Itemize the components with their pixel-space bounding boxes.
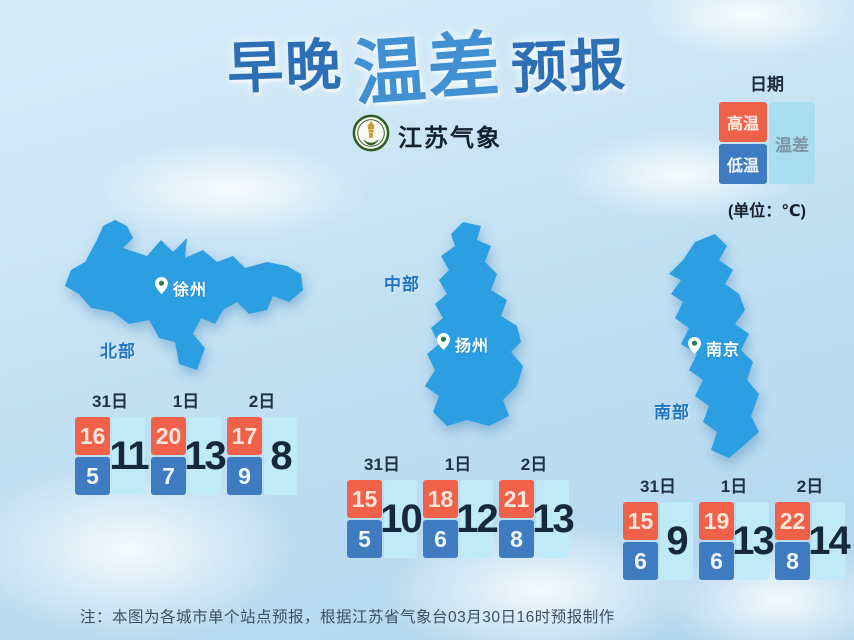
map-central-region (425, 222, 523, 426)
forecast-table-yangzhou: 31日 1日 2日 15 5 10 18 6 12 21 (347, 450, 575, 558)
forecast-table-xuzhou: 31日 1日 2日 16 5 11 20 7 13 17 (75, 387, 297, 495)
location-pin-icon (155, 277, 168, 299)
high-temp-value: 19 (699, 502, 734, 540)
footnote: 注：本图为各城市单个站点预报，根据江苏省气象台03月30日16时预报制作 (80, 609, 615, 626)
high-temp-value: 21 (499, 480, 534, 518)
temp-diff-value: 11 (109, 417, 150, 495)
city-name: 扬州 (455, 338, 490, 355)
date-header: 31日 (364, 455, 400, 474)
day-forecast-cell: 18 6 12 (423, 480, 499, 558)
high-temp-value: 15 (623, 502, 658, 540)
jiangsu-meteorology-emblem-icon (352, 114, 390, 157)
temp-diff-value: 13 (532, 480, 575, 558)
city-marker-xuzhou: 徐州 (155, 276, 207, 300)
city-name: 南京 (706, 342, 741, 359)
low-temp-value: 5 (347, 520, 382, 558)
low-temp-value: 6 (423, 520, 458, 558)
low-temp-value: 6 (699, 542, 734, 580)
title-part-forecast: 预报 (510, 32, 629, 100)
table-date-headers: 31日 1日 2日 (347, 450, 569, 475)
temp-diff-value: 13 (184, 417, 227, 495)
legend-high-swatch: 高温 (719, 102, 767, 142)
date-header: 1日 (444, 455, 472, 474)
legend-diff-swatch: 温差 (769, 102, 815, 184)
date-header: 31日 (92, 392, 128, 411)
date-header: 2日 (796, 477, 824, 496)
map-south-region (669, 234, 759, 458)
forecast-table-nanjing: 31日 1日 2日 15 6 9 19 6 13 22 (623, 472, 851, 580)
city-marker-nanjing: 南京 (688, 336, 740, 360)
legend-unit-label: (单位：℃) (727, 203, 807, 220)
high-temp-value: 16 (75, 417, 110, 455)
table-date-headers: 31日 1日 2日 (623, 472, 845, 497)
location-pin-icon (688, 337, 701, 359)
day-forecast-cell: 16 5 11 (75, 417, 150, 495)
day-forecast-cell: 20 7 13 (151, 417, 227, 495)
city-marker-yangzhou: 扬州 (437, 332, 489, 356)
brand-name: 江苏气象 (398, 124, 502, 152)
legend-swatches: 高温 低温 温差 (706, 102, 828, 184)
temp-diff-value: 10 (380, 480, 423, 558)
low-temp-value: 8 (775, 542, 810, 580)
location-pin-icon (437, 333, 450, 355)
legend-date-label: 日期 (750, 75, 784, 94)
high-temp-value: 20 (151, 417, 186, 455)
day-forecast-cell: 21 8 13 (499, 480, 575, 558)
title-part-temp-difference: 温差 (350, 24, 505, 115)
brand-logo: 江苏气象 (0, 112, 854, 158)
low-temp-value: 6 (623, 542, 658, 580)
high-temp-value: 17 (227, 417, 262, 455)
city-name: 徐州 (173, 282, 208, 299)
high-temp-value: 22 (775, 502, 810, 540)
date-header: 1日 (172, 392, 200, 411)
region-label-south: 南部 (654, 403, 690, 422)
map-north-region (65, 220, 303, 370)
day-forecast-cell: 17 9 8 (227, 417, 297, 495)
date-header: 1日 (720, 477, 748, 496)
temp-diff-value: 8 (264, 417, 297, 495)
temp-diff-value: 12 (456, 480, 499, 558)
low-temp-value: 9 (227, 457, 262, 495)
day-forecast-cell: 15 6 9 (623, 502, 693, 580)
low-temp-value: 5 (75, 457, 110, 495)
high-temp-value: 15 (347, 480, 382, 518)
date-header: 2日 (520, 455, 548, 474)
region-label-north: 北部 (100, 342, 136, 361)
region-label-central: 中部 (384, 275, 420, 294)
date-header: 31日 (640, 477, 676, 496)
legend-low-swatch: 低温 (719, 144, 767, 184)
day-forecast-cell: 19 6 13 (699, 502, 775, 580)
low-temp-value: 7 (151, 457, 186, 495)
table-date-headers: 31日 1日 2日 (75, 387, 297, 412)
temp-diff-value: 13 (732, 502, 775, 580)
day-forecast-cell: 22 8 14 (775, 502, 851, 580)
low-temp-value: 8 (499, 520, 534, 558)
high-temp-value: 18 (423, 480, 458, 518)
date-header: 2日 (248, 392, 276, 411)
legend: 日期 高温 低温 温差 (单位：℃) (706, 70, 828, 221)
temp-diff-value: 9 (660, 502, 693, 580)
temp-diff-value: 14 (808, 502, 851, 580)
title-part-morning-evening: 早晚 (226, 32, 345, 100)
day-forecast-cell: 15 5 10 (347, 480, 423, 558)
